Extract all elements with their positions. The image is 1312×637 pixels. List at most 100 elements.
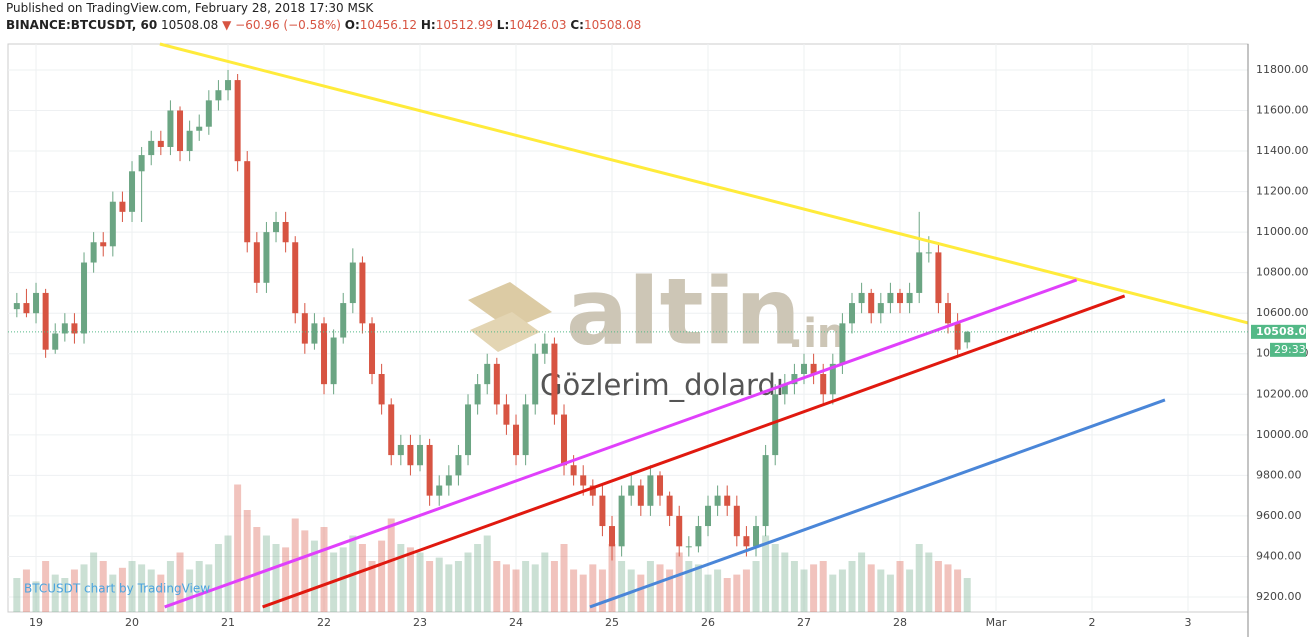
- y-tick-label: 10600.00: [1256, 306, 1309, 319]
- candle-body: [81, 262, 88, 334]
- volume-bar: [195, 561, 203, 612]
- volume-bar: [378, 540, 386, 612]
- volume-bar: [906, 569, 914, 612]
- volume-bar: [598, 569, 606, 612]
- volume-bar: [435, 557, 443, 612]
- volume-bar: [560, 544, 568, 612]
- logo-text: altin: [566, 258, 801, 365]
- candle-body: [743, 536, 750, 547]
- candle-body: [225, 80, 232, 91]
- candle-body: [628, 485, 635, 496]
- y-tick-label: 11000.00: [1256, 225, 1309, 238]
- volume-bar: [723, 578, 731, 612]
- candle-body: [253, 242, 260, 283]
- volume-bar: [550, 561, 558, 612]
- candle-body: [33, 292, 40, 314]
- candle-body: [858, 292, 865, 304]
- volume-bar: [61, 578, 69, 612]
- volume-bar: [42, 561, 50, 612]
- candle-body: [167, 110, 174, 147]
- volume-bar: [70, 569, 78, 612]
- volume-bar: [282, 547, 290, 612]
- candle-body: [330, 337, 337, 385]
- trendline: [164, 278, 1078, 609]
- volume-bar: [570, 569, 578, 612]
- x-tick-label: 21: [221, 616, 235, 629]
- o-label: O:: [344, 18, 360, 32]
- volume-bar: [99, 561, 107, 612]
- volume-bar: [886, 574, 894, 612]
- volume-bar: [694, 564, 702, 612]
- candle-body: [839, 323, 846, 364]
- candle-body: [13, 303, 20, 310]
- logo-shape: [468, 282, 552, 330]
- volume-bar: [445, 564, 453, 612]
- volume-bar: [128, 561, 136, 612]
- volume-bar: [829, 574, 837, 612]
- candle-body: [436, 485, 443, 496]
- y-tick-label: 11800.00: [1256, 63, 1309, 76]
- x-tick-label: 20: [125, 616, 139, 629]
- symbol: BINANCE:BTCUSDT, 60: [6, 18, 158, 32]
- candle-body: [311, 323, 318, 344]
- candle-body: [52, 333, 59, 350]
- x-tick-label: 22: [317, 616, 331, 629]
- axes: 9200.00 9400.00 9600.00 9800.00 10000.00 1020…: [8, 44, 1312, 637]
- candle-body: [714, 495, 721, 506]
- volume-bar: [877, 569, 885, 612]
- y-tick-label: 9800.00: [1256, 468, 1302, 481]
- volume-bar: [541, 552, 549, 612]
- candle-body: [455, 455, 462, 476]
- trendlines: [159, 42, 1249, 609]
- candle-body: [244, 161, 251, 243]
- volume-bar: [502, 564, 510, 612]
- candle-body: [417, 444, 424, 466]
- volume-bar: [205, 564, 213, 612]
- volume-bar: [406, 547, 414, 612]
- candle-body: [100, 242, 107, 247]
- volume-bar: [310, 540, 318, 612]
- volume-bar: [454, 561, 462, 612]
- x-tick-label: Mar: [986, 616, 1007, 629]
- candle-body: [234, 80, 241, 162]
- countdown: 29:33: [1274, 343, 1306, 356]
- volume-bar: [387, 518, 395, 612]
- watermark: altin .in Gözlerim_dolardı: [468, 258, 845, 402]
- candle-body: [42, 292, 49, 350]
- volume-bar: [358, 544, 366, 612]
- logo-suffix: .in: [788, 311, 845, 357]
- volume-bar: [474, 544, 482, 612]
- candle-body: [532, 353, 539, 405]
- candle-body: [513, 424, 520, 456]
- volume-bar: [138, 564, 146, 612]
- caption: Gözlerim_dolardı: [540, 368, 784, 402]
- candle-body: [349, 262, 356, 304]
- candle-body: [321, 323, 328, 385]
- candle-body: [964, 331, 971, 343]
- candle-body: [196, 126, 203, 131]
- candle-body: [877, 303, 884, 314]
- volume-bar: [90, 552, 98, 612]
- candle-body: [685, 546, 692, 548]
- volume-bar: [637, 574, 645, 612]
- volume-bar: [339, 547, 347, 612]
- volume-bar: [32, 581, 40, 612]
- candle-body: [474, 384, 481, 405]
- x-tick-label: 27: [797, 616, 811, 629]
- volume-bar: [234, 484, 242, 612]
- volume-bar: [954, 569, 962, 612]
- candle-body: [388, 404, 395, 456]
- volume-bar: [858, 552, 866, 612]
- volume-bar: [656, 564, 664, 612]
- volume-bar: [301, 530, 309, 612]
- candle-body: [273, 221, 280, 233]
- volume-bar: [810, 564, 818, 612]
- candle-body: [340, 303, 347, 338]
- candle-body: [541, 343, 548, 354]
- h: 10512.99: [435, 18, 493, 32]
- y-tick-label: 9400.00: [1256, 549, 1302, 562]
- volume-bar: [320, 527, 328, 612]
- volume-bar: [762, 535, 770, 612]
- change: −60.96 (−0.58%): [235, 18, 341, 32]
